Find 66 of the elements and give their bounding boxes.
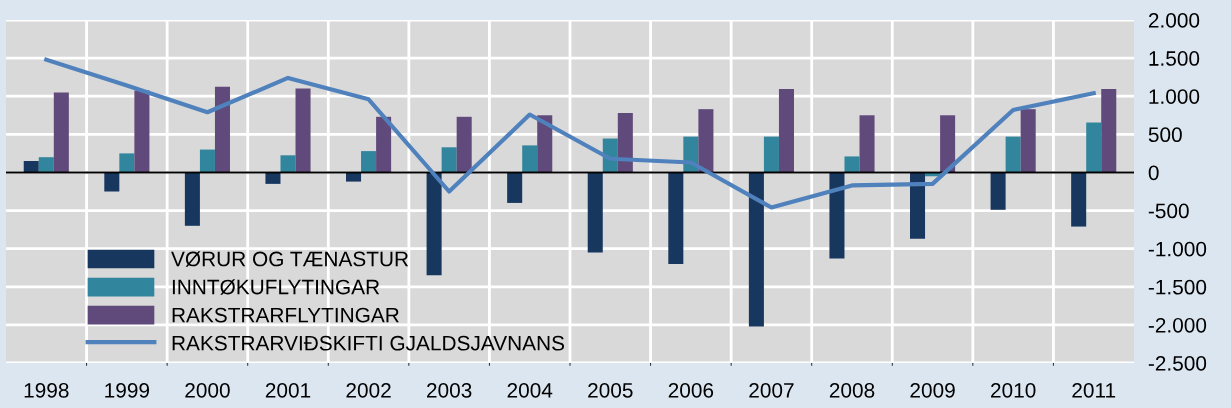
- bar: [617, 112, 633, 173]
- y-tick-label: 1.000: [1149, 89, 1200, 104]
- bar: [441, 147, 457, 173]
- bar: [829, 172, 845, 259]
- legend-label: VØRUR OG TÆNASTUR: [171, 251, 409, 267]
- bar: [134, 90, 150, 173]
- bar: [698, 109, 714, 173]
- x-tick-label: 2004: [507, 382, 553, 398]
- x-tick-label: 2006: [668, 382, 714, 398]
- bar: [280, 155, 296, 173]
- legend-label: RAKSTRARFLYTINGAR: [172, 307, 399, 323]
- bar: [426, 172, 442, 276]
- bar: [1020, 109, 1036, 173]
- bar: [748, 172, 764, 327]
- x-tick-label: 2007: [749, 382, 794, 398]
- bar: [990, 172, 1006, 210]
- y-tick-label: 500: [1148, 127, 1182, 143]
- bar: [265, 172, 281, 184]
- y-tick-label: -500: [1148, 203, 1189, 219]
- y-tick-label: 0: [1148, 165, 1159, 181]
- y-tick-label: -2.500: [1148, 356, 1207, 371]
- x-tick-label: 2010: [991, 382, 1036, 398]
- bar: [119, 153, 135, 173]
- x-tick-label: 2005: [588, 382, 633, 398]
- x-tick-label: 1998: [24, 382, 69, 398]
- bar: [104, 172, 120, 192]
- bar: [1071, 172, 1087, 227]
- x-tick-label: 2001: [265, 382, 311, 398]
- y-tick-label: 1.500: [1149, 51, 1200, 66]
- x-tick-label: 2009: [910, 382, 955, 398]
- line-series: [44, 57, 1096, 210]
- bar: [1101, 88, 1117, 173]
- bar: [346, 172, 362, 182]
- bar: [763, 136, 779, 173]
- x-tick-label: 2000: [185, 382, 230, 398]
- x-tick-label: 2002: [346, 382, 391, 398]
- bar: [1005, 136, 1021, 173]
- y-tick-label: -1.500: [1148, 279, 1207, 295]
- x-tick-label: 2008: [829, 382, 875, 398]
- x-tick-label: 2003: [427, 382, 472, 398]
- bar: [295, 88, 311, 173]
- legend-label: RAKSTRARVIÐSKIFTI GJALDSJAVNANS: [172, 335, 565, 351]
- bar: [940, 115, 956, 173]
- bar: [859, 115, 875, 173]
- bar: [844, 156, 860, 173]
- bar: [53, 92, 69, 173]
- y-tick-label: 2.000: [1148, 13, 1200, 28]
- y-tick-label: -2.000: [1148, 317, 1207, 333]
- y-tick-label: -1.000: [1148, 241, 1207, 257]
- bar: [38, 157, 54, 173]
- bar: [668, 172, 684, 264]
- legend-label: INNTØKUFLYTINGAR: [172, 279, 380, 295]
- bar: [214, 86, 230, 173]
- bar: [587, 172, 603, 253]
- bar: [199, 149, 215, 173]
- bar: [376, 116, 392, 173]
- bar: [910, 172, 926, 239]
- bar: [184, 172, 200, 226]
- bar: [361, 151, 377, 173]
- bar: [778, 88, 794, 173]
- bar: [456, 116, 472, 173]
- x-tick-label: 1999: [105, 382, 150, 398]
- x-tick-label: 2011: [1072, 382, 1116, 398]
- bar: [1086, 122, 1102, 173]
- bar: [522, 145, 538, 173]
- bar: [507, 172, 523, 203]
